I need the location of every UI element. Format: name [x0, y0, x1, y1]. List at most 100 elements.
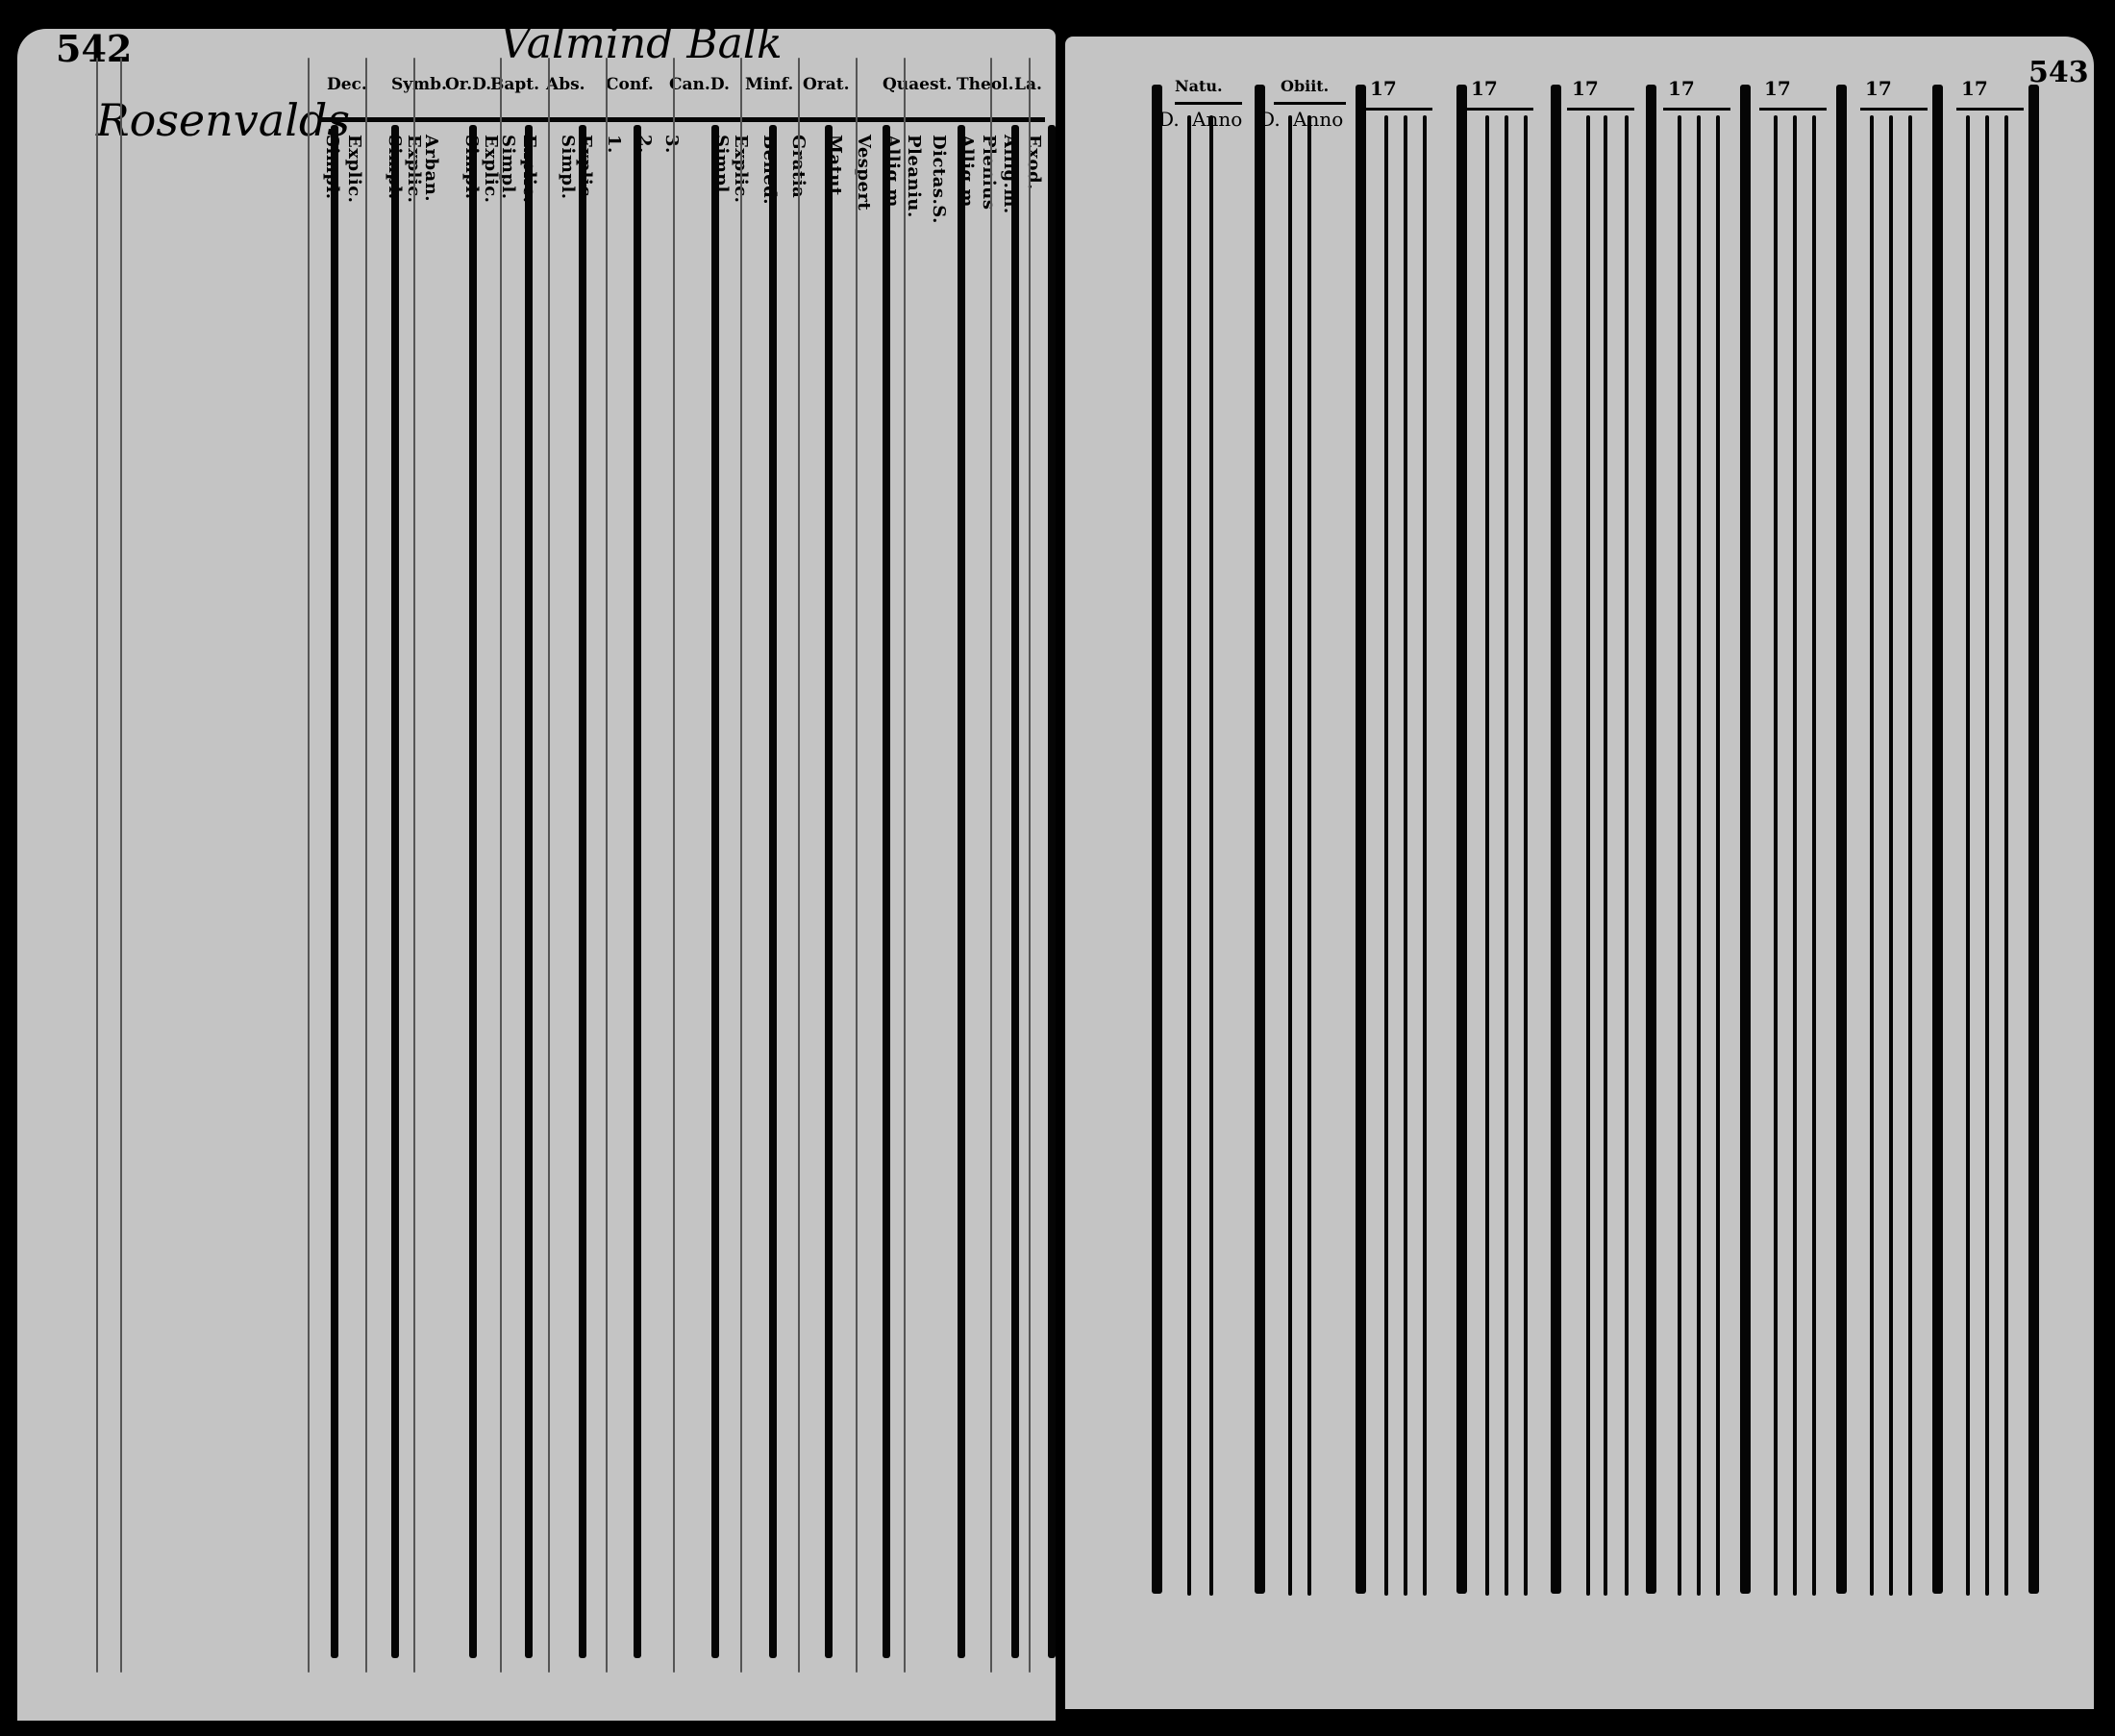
thin-rule [548, 58, 550, 1673]
thin-rule [1697, 115, 1701, 1596]
thin-rule [904, 58, 906, 1673]
year-underline [1663, 108, 1730, 111]
column-header: Orat. [803, 75, 850, 94]
right-page-number: 543 [2028, 56, 2089, 89]
sub-header: Dictas.S. [929, 135, 949, 224]
column-header: Dec. [327, 75, 367, 94]
thin-rule [673, 58, 675, 1673]
thin-rule [1716, 115, 1720, 1596]
thin-rule [1485, 115, 1489, 1596]
thick-rule [1255, 85, 1265, 1594]
thin-rule [1384, 115, 1388, 1596]
thick-rule [1932, 85, 1943, 1594]
year-column-header: 17 [1764, 77, 1791, 100]
year-column-header: 17 [1961, 77, 1988, 100]
year-column-header: 17 [1572, 77, 1599, 100]
left-page-number: 542 [56, 27, 133, 70]
sub-header: D. [1158, 108, 1180, 131]
thin-rule [1307, 115, 1311, 1596]
thick-rule [1551, 85, 1561, 1594]
sub-header: Simpl. [558, 135, 578, 200]
thin-rule [1870, 115, 1874, 1596]
thin-rule [1793, 115, 1797, 1596]
thin-rule [1524, 115, 1528, 1596]
column-header: Theol. [957, 75, 1014, 94]
year-underline [1956, 108, 2024, 111]
header-obiit: Obiit. [1281, 77, 1330, 95]
sub-header: Plenius [979, 135, 999, 211]
margin-name-handwriting: Rosenvalds [96, 94, 350, 146]
year-underline [1860, 108, 1928, 111]
thin-rule [1604, 115, 1607, 1596]
column-header: Or.D. [445, 75, 492, 94]
thin-rule [1889, 115, 1893, 1596]
column-header: Can.D. [669, 75, 730, 94]
thin-rule [856, 58, 858, 1673]
thin-rule [1288, 115, 1292, 1596]
thick-rule [331, 125, 338, 1658]
year-underline [1466, 108, 1533, 111]
thick-rule [769, 125, 777, 1658]
thin-rule [1505, 115, 1508, 1596]
year-underline [1567, 108, 1634, 111]
thin-rule [365, 58, 367, 1673]
thin-rule [1586, 115, 1590, 1596]
sub-header: Anno [1192, 108, 1243, 131]
thick-rule [1011, 125, 1019, 1658]
column-header: Minf. [745, 75, 794, 94]
header-underline [1175, 102, 1242, 105]
thick-rule [1740, 85, 1751, 1594]
thin-rule [740, 58, 742, 1673]
thick-rule [883, 125, 890, 1658]
sub-header: Simpl. [498, 135, 518, 200]
thick-rule [1152, 85, 1162, 1594]
thick-rule [1646, 85, 1656, 1594]
thick-rule [2028, 85, 2039, 1594]
sub-header: Explic. [481, 135, 501, 204]
sub-header: Arban. [421, 135, 441, 203]
thin-rule [1985, 115, 1989, 1596]
thin-rule [1774, 115, 1778, 1596]
sub-header: Explic. [344, 135, 364, 204]
thin-rule [413, 58, 415, 1673]
header-natu: Natu. [1175, 77, 1223, 95]
thin-rule [500, 58, 502, 1673]
thin-rule [96, 58, 98, 1673]
thin-rule [1908, 115, 1912, 1596]
right-page [1065, 37, 2094, 1709]
thick-rule [634, 125, 641, 1658]
thick-rule [391, 125, 399, 1658]
thin-rule [1423, 115, 1427, 1596]
header-underline [1274, 102, 1346, 105]
column-header: Abs. [546, 75, 585, 94]
header-rule [319, 117, 1045, 122]
thin-rule [1678, 115, 1681, 1596]
thin-rule [1209, 115, 1213, 1596]
thick-rule [1456, 85, 1467, 1594]
year-column-header: 17 [1370, 77, 1397, 100]
year-column-header: 17 [1668, 77, 1695, 100]
thin-rule [1029, 58, 1031, 1673]
thin-rule [1966, 115, 1970, 1596]
year-underline [1365, 108, 1432, 111]
sub-header: Pleaniu. [904, 135, 924, 218]
thin-rule [1187, 115, 1191, 1596]
sub-header: Anno [1293, 108, 1344, 131]
column-header: La. [1014, 75, 1042, 94]
column-header: Bapt. [490, 75, 540, 94]
thick-rule [1356, 85, 1366, 1594]
left-page [17, 29, 1056, 1721]
thin-rule [120, 58, 122, 1673]
thick-rule [525, 125, 533, 1658]
thick-rule [469, 125, 477, 1658]
thick-rule [1836, 85, 1847, 1594]
sub-header: Exod. [1024, 135, 1044, 190]
thin-rule [1812, 115, 1816, 1596]
thin-rule [606, 58, 608, 1673]
sub-header: 3. [661, 135, 682, 154]
column-header: Conf. [606, 75, 654, 94]
column-header: Quaest. [883, 75, 953, 94]
year-column-header: 17 [1865, 77, 1892, 100]
thin-rule [1404, 115, 1407, 1596]
thick-rule [825, 125, 833, 1658]
